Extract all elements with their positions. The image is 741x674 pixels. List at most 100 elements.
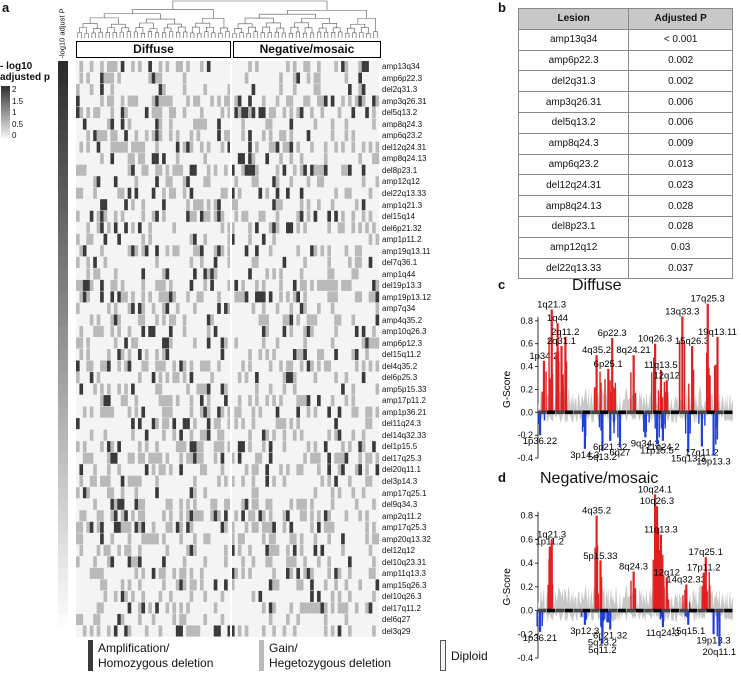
heatmap-cell <box>172 314 177 326</box>
chromosome-band <box>617 410 627 415</box>
heatmap-cell <box>372 153 376 165</box>
heatmap-cell <box>189 487 194 499</box>
heatmap-cell <box>275 579 280 591</box>
heatmap-cell <box>248 95 252 107</box>
gscore-peak <box>644 412 647 438</box>
heatmap-cell <box>124 383 128 395</box>
gscore-peak <box>685 584 688 611</box>
heatmap-cell <box>348 84 352 96</box>
heatmap-cell <box>320 349 325 361</box>
heatmap-cell <box>82 625 87 637</box>
heatmap-cell <box>206 337 211 349</box>
heatmap-cell <box>110 279 115 291</box>
chromosome-band <box>635 410 644 415</box>
heatmap-cell <box>113 521 118 533</box>
heatmap-cell <box>206 325 211 337</box>
gscore-peak-shoulder <box>551 584 554 611</box>
heatmap-cell <box>186 510 190 522</box>
heatmap-cell <box>372 521 376 533</box>
peak-label: 10q24.1 <box>638 486 672 495</box>
heatmap-cell <box>189 452 194 464</box>
chromosome-band <box>706 410 715 415</box>
side-bar-cell <box>58 164 68 177</box>
dendrogram-branch <box>373 31 378 38</box>
heatmap-cell <box>127 325 132 337</box>
side-bar-cell <box>58 291 68 304</box>
heatmap-cell <box>158 590 163 602</box>
heatmap-cell <box>220 187 225 199</box>
legend-swatch-amp <box>88 640 93 671</box>
heatmap-cell <box>317 556 321 568</box>
side-bar-cell <box>58 72 68 85</box>
colorbar <box>1 86 10 138</box>
heatmap-cell <box>327 510 331 522</box>
heatmap-cell <box>162 406 166 418</box>
dendrogram-branch <box>302 32 308 38</box>
heatmap-cell <box>310 314 314 326</box>
heatmap-cell <box>358 510 362 522</box>
heatmap-cell <box>237 406 242 418</box>
heatmap-cell <box>162 95 166 107</box>
heatmap-cell <box>203 487 208 499</box>
heatmap-cell <box>375 95 380 107</box>
heatmap-cell <box>286 544 290 556</box>
heatmap-cell <box>189 510 194 522</box>
heatmap-cell <box>127 302 132 314</box>
heatmap-cell <box>79 475 84 487</box>
heatmap-cell <box>220 383 225 395</box>
heatmap-cell <box>237 533 242 545</box>
heatmap-cell <box>275 164 280 176</box>
heatmap-cell <box>213 510 218 522</box>
heatmap-cell <box>213 418 218 430</box>
heatmap-cell <box>268 245 273 257</box>
heatmap-cell <box>131 337 135 349</box>
gscore-peak-shoulder <box>600 610 602 627</box>
y-axis-label: G-Score <box>502 568 513 606</box>
chromosome-band <box>715 608 724 613</box>
heatmap-cell <box>151 107 156 119</box>
heatmap-cell <box>296 291 301 303</box>
heatmap-cell <box>341 141 345 153</box>
heatmap-cell <box>237 452 242 464</box>
heatmap-cell <box>358 153 362 165</box>
heatmap-cell <box>179 360 183 372</box>
heatmap-cell <box>106 349 111 361</box>
heatmap-cell <box>289 302 294 314</box>
peak-label: 17p11.2 <box>687 563 721 574</box>
heatmap-cell <box>368 475 373 487</box>
side-bar-cell <box>58 233 68 246</box>
heatmap-cell <box>251 521 256 533</box>
gscore-peak <box>654 494 657 611</box>
heatmap-cell <box>351 487 356 499</box>
heatmap-cell <box>165 302 170 314</box>
heatmap-cell <box>96 130 101 142</box>
heatmap-cell <box>344 187 349 199</box>
side-bar-cell <box>58 268 68 281</box>
heatmap-cell <box>261 625 266 637</box>
heatmap-cell <box>272 199 276 211</box>
heatmap-cell <box>168 130 173 142</box>
heatmap-cell <box>182 567 187 579</box>
heatmap-cell <box>172 429 177 441</box>
heatmap-cell <box>258 349 263 361</box>
heatmap-cell <box>341 544 345 556</box>
heatmap-cell <box>268 556 273 568</box>
heatmap-cell <box>330 602 335 614</box>
heatmap-cell <box>196 130 201 142</box>
cell-adjusted-p: 0.037 <box>628 257 733 280</box>
gscore-peak-shoulder <box>703 586 706 611</box>
heatmap-cell <box>234 210 239 222</box>
heatmap-cell <box>193 475 197 487</box>
heatmap-cell <box>265 118 270 130</box>
heatmap-cell <box>272 533 276 545</box>
heatmap-cell <box>317 590 321 602</box>
heatmap-cell <box>341 164 345 176</box>
heatmap-cell <box>289 130 294 142</box>
heatmap-cell <box>100 475 104 487</box>
heatmap-cell <box>330 268 335 280</box>
heatmap-cell <box>217 475 221 487</box>
heatmap-cell <box>155 349 159 361</box>
heatmap-cell <box>141 210 146 222</box>
gscore-peak <box>655 412 659 445</box>
heatmap-cell <box>206 395 211 407</box>
